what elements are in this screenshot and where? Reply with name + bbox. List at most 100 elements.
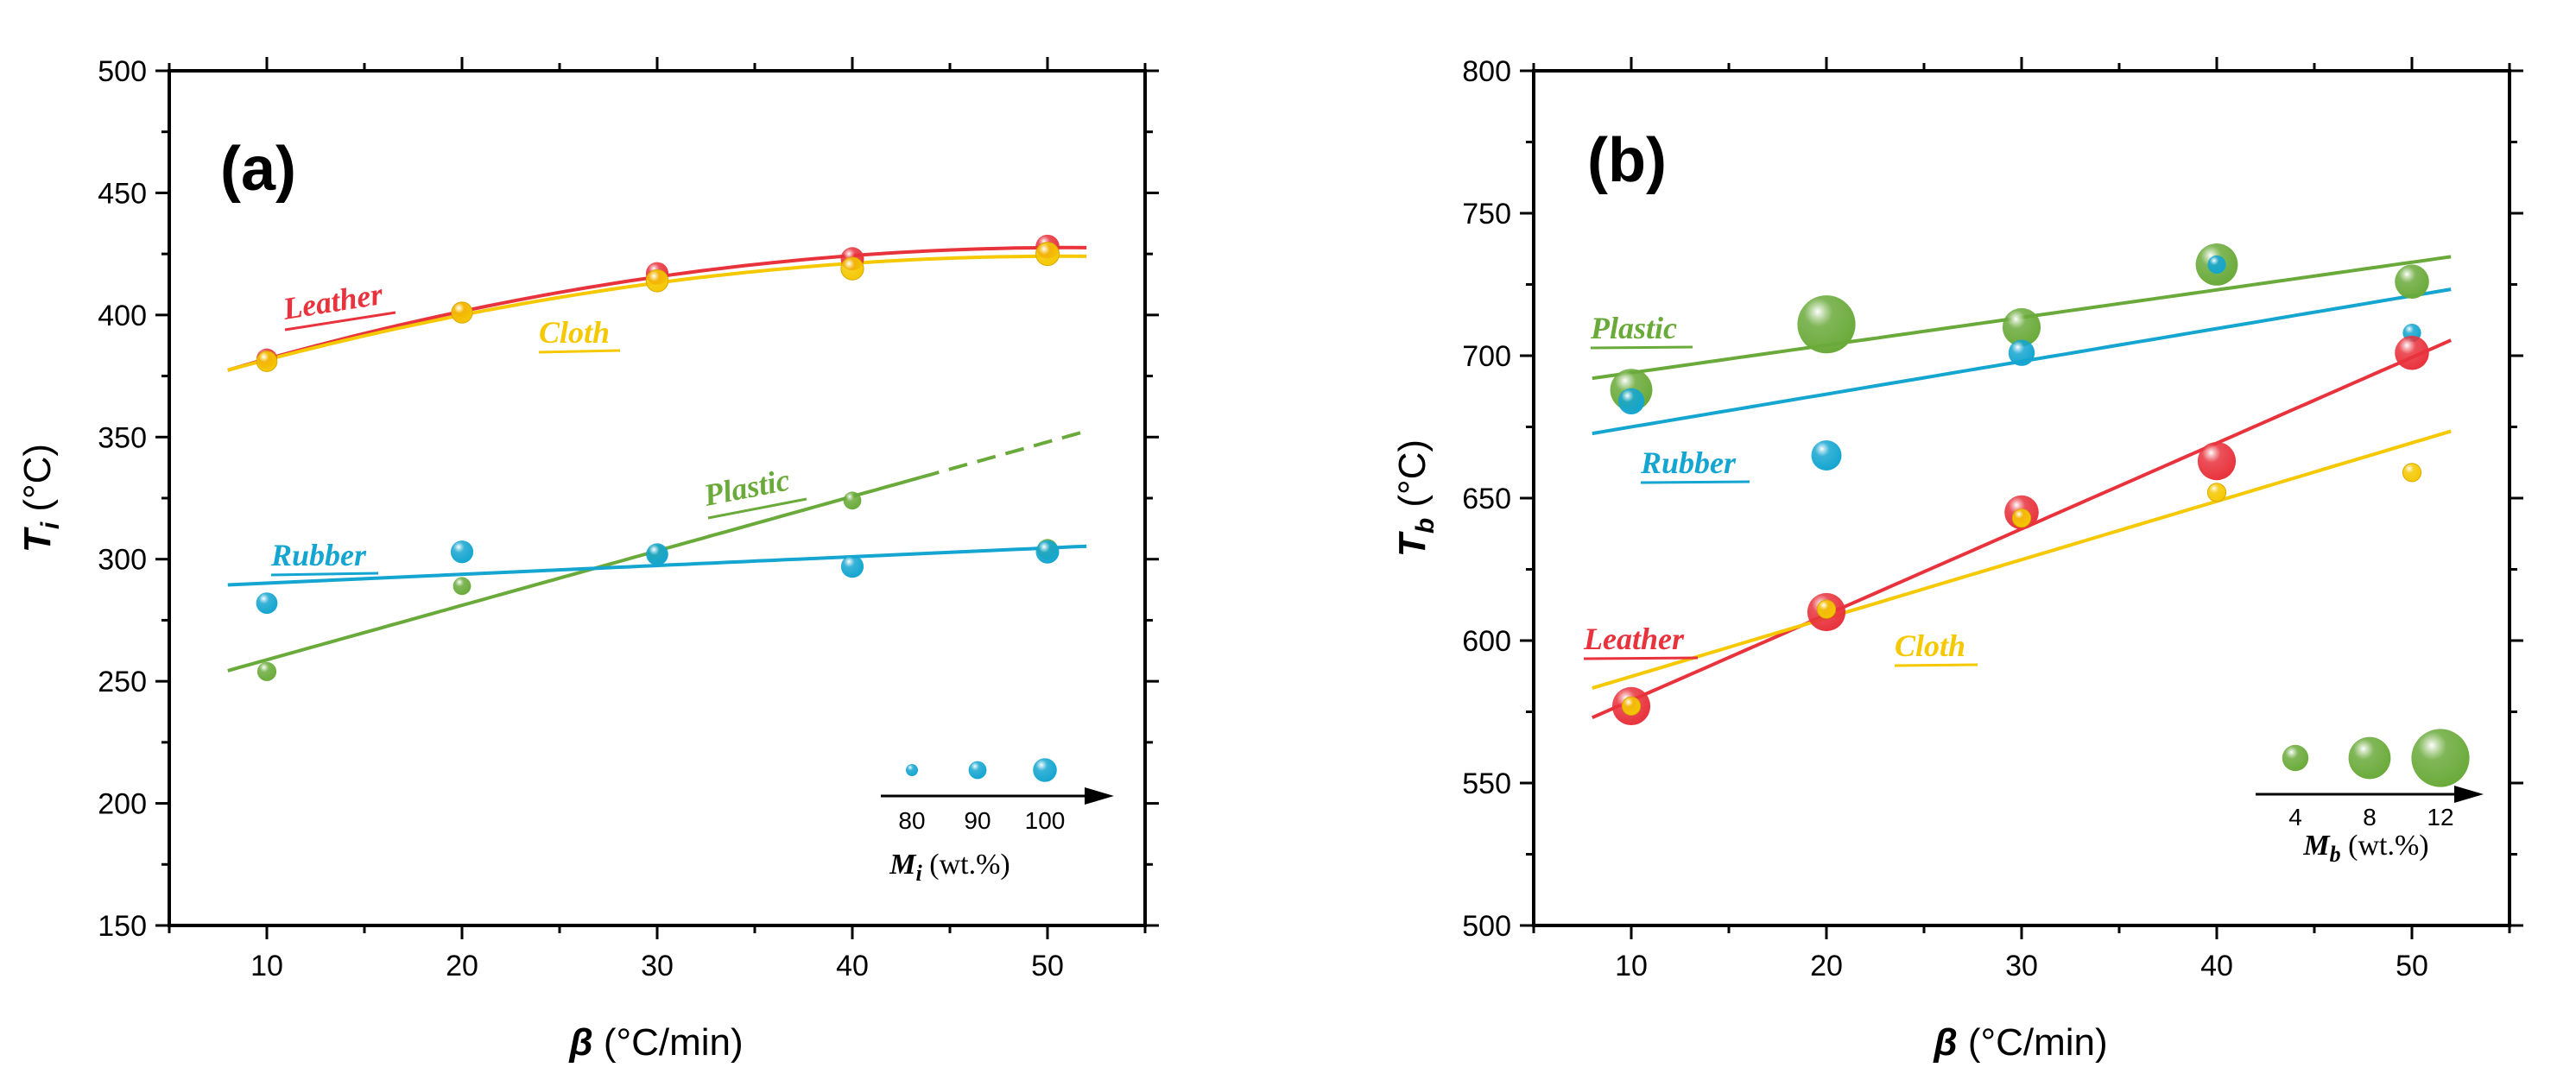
point-cloth-b — [2206, 483, 2227, 502]
series-label-leather-a: Leather — [280, 276, 386, 326]
point-plastic-a — [453, 577, 472, 596]
series-underline-rubber-a — [270, 572, 379, 577]
y-tick-label-b: 600 — [1462, 625, 1511, 658]
panel-label-b: (b) — [1587, 126, 1667, 195]
size-legend-a: 80 90 100 Mi (wt.%) — [881, 758, 1114, 886]
point-plastic-a — [256, 661, 277, 681]
series-underline-leather-b — [1583, 656, 1699, 660]
size-legend-tick-label-b: 8 — [2363, 804, 2377, 831]
point-rubber-a — [646, 543, 668, 565]
x-tick-label-b: 30 — [2005, 950, 2038, 982]
point-rubber-a — [840, 555, 864, 578]
point-cloth-b — [1816, 599, 1837, 619]
size-legend-tick-label-b: 12 — [2427, 804, 2453, 831]
y-tick-label-a: 150 — [98, 910, 147, 943]
axes-b: 500 550 600 650 700 750 800 10 20 30 40 50 — [1462, 55, 2523, 982]
size-legend-arrow-a — [1085, 787, 1114, 805]
series-underline-cloth-b — [1894, 663, 1978, 667]
y-tick-label-a: 450 — [98, 177, 147, 210]
size-legend-title-a: Mi (wt.%) — [889, 849, 1010, 886]
y-axis-title-a: Ti (°C) — [16, 444, 65, 553]
fit-extrapolation-plastic-a — [920, 429, 1087, 479]
y-tick-label-a: 350 — [98, 421, 147, 454]
point-cloth-b — [2011, 508, 2032, 528]
point-leather-b — [2395, 335, 2429, 370]
series-label-cloth-a: Cloth — [539, 315, 610, 350]
panel-label-a: (a) — [220, 135, 296, 204]
point-cloth-b — [2402, 463, 2422, 483]
point-plastic-b — [2002, 307, 2041, 347]
point-rubber-b — [1617, 388, 1645, 414]
point-cloth-a — [451, 301, 473, 324]
y-tick-label-b: 650 — [1462, 483, 1511, 515]
point-rubber-b — [1811, 440, 1842, 471]
x-axis-title-b: β (°C/min) — [1933, 1021, 2107, 1064]
y-tick-label-a: 300 — [98, 544, 147, 577]
series-label-plastic-b: Plastic — [1590, 311, 1677, 345]
point-plastic-a — [843, 491, 862, 510]
x-tick-label-b: 50 — [2396, 950, 2428, 982]
series-label-rubber-b: Rubber — [1640, 445, 1737, 480]
axes-a: 150 200 250 300 350 400 450 500 10 20 30 40 50 — [98, 55, 1159, 982]
point-rubber-b — [2207, 255, 2226, 274]
size-legend-tick-label-a: 100 — [1025, 807, 1066, 834]
fit-line-rubber-a — [227, 544, 1087, 587]
point-rubber-a — [1035, 540, 1060, 564]
size-legend-marker-b — [2282, 744, 2309, 772]
y-tick-label-b: 500 — [1462, 910, 1511, 943]
panel-b: 500 550 600 650 700 750 800 10 20 30 40 50 (b) Plas… — [1391, 55, 2523, 1064]
point-rubber-a — [256, 592, 278, 615]
size-legend-tick-label-b: 4 — [2288, 804, 2302, 831]
point-rubber-b — [2008, 339, 2035, 366]
point-plastic-b — [2395, 264, 2429, 300]
series-label-leather-b: Leather — [1583, 622, 1685, 656]
size-legend-marker-b — [2348, 736, 2391, 780]
point-cloth-a — [1035, 242, 1060, 267]
y-tick-label-a: 250 — [98, 666, 147, 698]
x-tick-label-a: 10 — [250, 950, 283, 982]
y-axis-title-b: Tb (°C) — [1391, 439, 1440, 557]
size-legend-marker-a — [968, 761, 987, 780]
data-points-a — [256, 234, 1060, 681]
fit-line-plastic-a — [227, 475, 921, 673]
size-legend-arrow-b — [2454, 786, 2484, 803]
y-tick-label-a: 400 — [98, 300, 147, 332]
point-plastic-b — [1797, 295, 1856, 354]
x-tick-label-b: 20 — [1810, 950, 1843, 982]
series-underline-rubber-b — [1640, 480, 1750, 484]
series-underline-plastic-a — [707, 497, 807, 520]
point-cloth-a — [840, 256, 864, 281]
x-tick-label-b: 40 — [2200, 950, 2233, 982]
x-tick-label-a: 30 — [641, 950, 674, 982]
point-rubber-a — [450, 540, 474, 564]
y-tick-label-b: 700 — [1462, 340, 1511, 373]
y-tick-label-b: 800 — [1462, 55, 1511, 88]
size-legend-tick-label-a: 90 — [964, 807, 991, 834]
panel-a: 150 200 250 300 350 400 450 500 10 20 30 40 50 (a) L… — [16, 55, 1159, 1064]
size-legend-marker-a — [1033, 758, 1057, 782]
y-tick-label-a: 200 — [98, 788, 147, 821]
size-legend-title-b: Mb (wt.%) — [2302, 830, 2428, 867]
series-underline-cloth-a — [538, 349, 621, 354]
x-tick-label-a: 50 — [1031, 950, 1064, 982]
x-axis-title-a: β (°C/min) — [568, 1021, 743, 1064]
point-cloth-a — [645, 268, 669, 293]
point-cloth-a — [256, 351, 278, 372]
y-tick-label-a: 500 — [98, 55, 147, 88]
y-tick-label-b: 750 — [1462, 198, 1511, 231]
size-legend-marker-b — [2411, 729, 2470, 787]
fit-line-cloth-b — [1592, 429, 2452, 691]
y-tick-label-b: 550 — [1462, 767, 1511, 800]
size-legend-tick-label-a: 80 — [898, 807, 925, 834]
series-label-cloth-b: Cloth — [1895, 628, 1965, 663]
series-underline-plastic-b — [1590, 345, 1693, 350]
data-points-b — [1610, 243, 2429, 726]
x-tick-label-b: 10 — [1615, 950, 1648, 982]
point-leather-b — [2197, 441, 2237, 481]
x-tick-label-a: 40 — [836, 950, 869, 982]
series-label-rubber-a: Rubber — [270, 538, 367, 572]
series-underline-leather-a — [284, 311, 396, 332]
point-cloth-b — [1621, 696, 1642, 717]
